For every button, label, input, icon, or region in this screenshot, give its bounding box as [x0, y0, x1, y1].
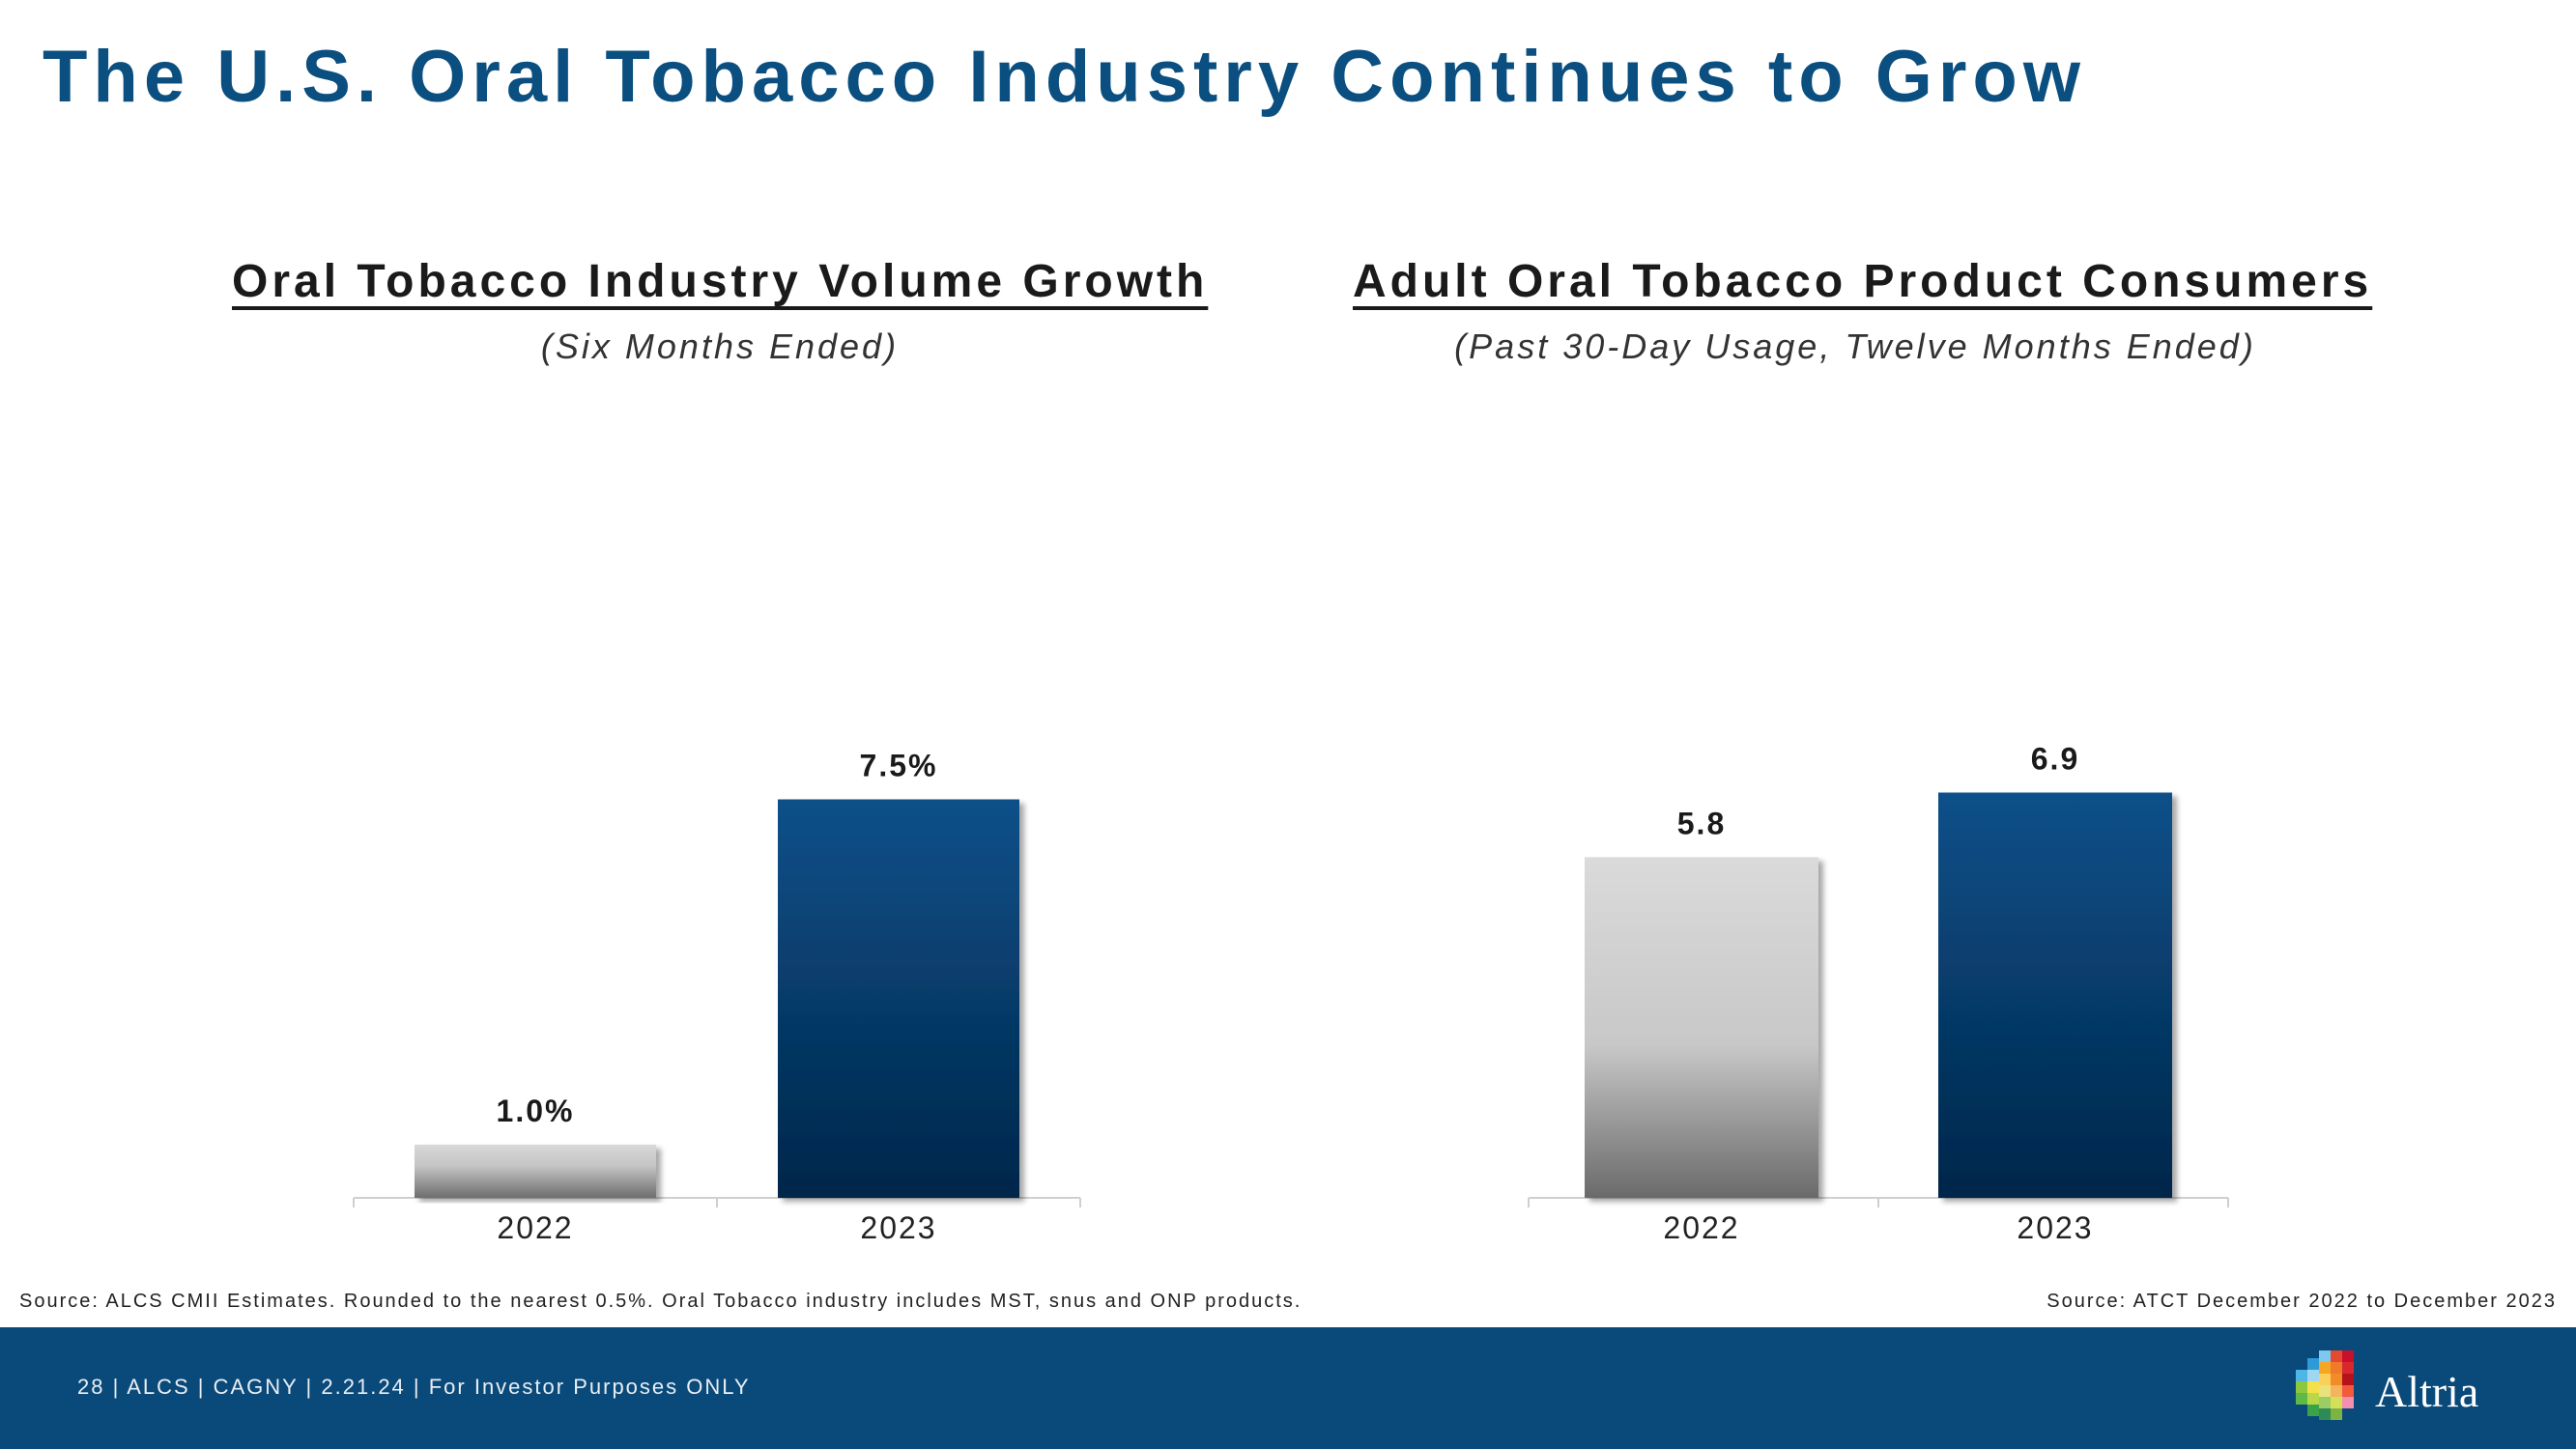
- chart-1-category-label-2023: 2023: [860, 1210, 936, 1245]
- altria-mosaic-icon: [2296, 1350, 2354, 1420]
- chart-1-subtitle: (Six Months Ended): [540, 327, 900, 366]
- source-note-right: Source: ATCT December 2022 to December 2…: [2046, 1291, 2557, 1312]
- chart-2-subtitle: (Past 30-Day Usage, Twelve Months Ended): [1454, 327, 2256, 366]
- footer-text: 28 | ALCS | CAGNY | 2.21.24 | For Invest…: [77, 1375, 751, 1399]
- page-title: The U.S. Oral Tobacco Industry Continues…: [43, 36, 2086, 118]
- source-note-left: Source: ALCS CMII Estimates. Rounded to …: [19, 1291, 1302, 1312]
- chart-1-data-label-2022: 1.0%: [497, 1094, 575, 1128]
- chart-2-data-label-2022: 5.8: [1677, 806, 1726, 840]
- chart-2-title: Adult Oral Tobacco Product Consumers: [1353, 256, 2373, 307]
- chart-1-bar-2022: [415, 1145, 656, 1198]
- altria-wordmark: Altria: [2375, 1367, 2479, 1416]
- footer-bar: 28 | ALCS | CAGNY | 2.21.24 | For Invest…: [0, 1327, 2576, 1449]
- chart-2-category-label-2022: 2022: [1663, 1210, 1739, 1245]
- chart-1-bar-2023: [778, 799, 1019, 1198]
- bar-charts: 1.0% 2022 7.5% 2023 5.8 2022 6.9 2023: [353, 741, 2229, 1245]
- chart-2-bar-2022: [1585, 857, 1818, 1198]
- chart-2-category-label-2023: 2023: [2017, 1210, 2093, 1245]
- chart-1-data-label-2023: 7.5%: [860, 749, 938, 783]
- chart-2-bar-2023: [1938, 792, 2172, 1198]
- chart-2-data-label-2023: 6.9: [2031, 741, 2079, 776]
- chart-1-title: Oral Tobacco Industry Volume Growth: [232, 256, 1209, 307]
- chart-1-category-label-2022: 2022: [497, 1210, 573, 1245]
- altria-logo: Altria: [2296, 1350, 2528, 1428]
